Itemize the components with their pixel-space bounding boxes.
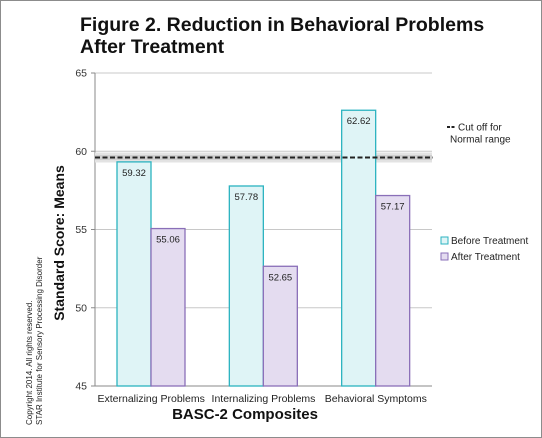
- legend-swatch-before: [440, 236, 449, 245]
- chart-title: Figure 2. Reduction in Behavioral Proble…: [80, 14, 520, 58]
- data-label-after-1: 52.65: [268, 272, 292, 283]
- data-label-after-2: 57.17: [381, 202, 405, 213]
- category-label-0: Externalizing Problems: [97, 393, 204, 405]
- bar-before-2: [341, 109, 377, 387]
- bar-before-1: [228, 185, 264, 387]
- bar-layer: [116, 109, 411, 387]
- legend-label-after: After Treatment: [451, 252, 520, 263]
- data-label-before-0: 59.32: [122, 168, 146, 179]
- legend-reference-label-line-1: Cut off for: [458, 123, 502, 134]
- y-tick-label-65: 65: [75, 68, 87, 80]
- legend-reference-label-line-2: Normal range: [450, 135, 511, 146]
- bar-after-1: [262, 265, 298, 387]
- y-tick-label-55: 55: [75, 224, 87, 236]
- y-tick-label-60: 60: [75, 146, 87, 158]
- data-label-before-2: 62.62: [347, 116, 371, 127]
- bar-before-0: [116, 161, 152, 387]
- y-tick-label-50: 50: [75, 302, 87, 314]
- category-label-1: Internalizing Problems: [212, 393, 316, 405]
- legend-label-before: Before Treatment: [451, 236, 528, 247]
- category-label-2: Behavioral Symptoms: [325, 393, 427, 405]
- bar-after-2: [375, 194, 411, 387]
- chart-title-line-2: After Treatment: [80, 36, 225, 58]
- chart-title-line-1: Figure 2. Reduction in Behavioral Proble…: [80, 14, 485, 36]
- data-label-before-1: 57.78: [234, 192, 258, 203]
- legend-swatch-after: [440, 252, 449, 261]
- y-tick-label-45: 45: [75, 381, 87, 393]
- bar-after-0: [150, 227, 186, 387]
- data-label-after-0: 55.06: [156, 235, 180, 246]
- label-layer: 45 50 55 60 65 59.32 57.78 62.62 55.06 52.65 57.17…: [75, 68, 427, 406]
- x-axis-label: BASC-2 Composites: [172, 406, 318, 423]
